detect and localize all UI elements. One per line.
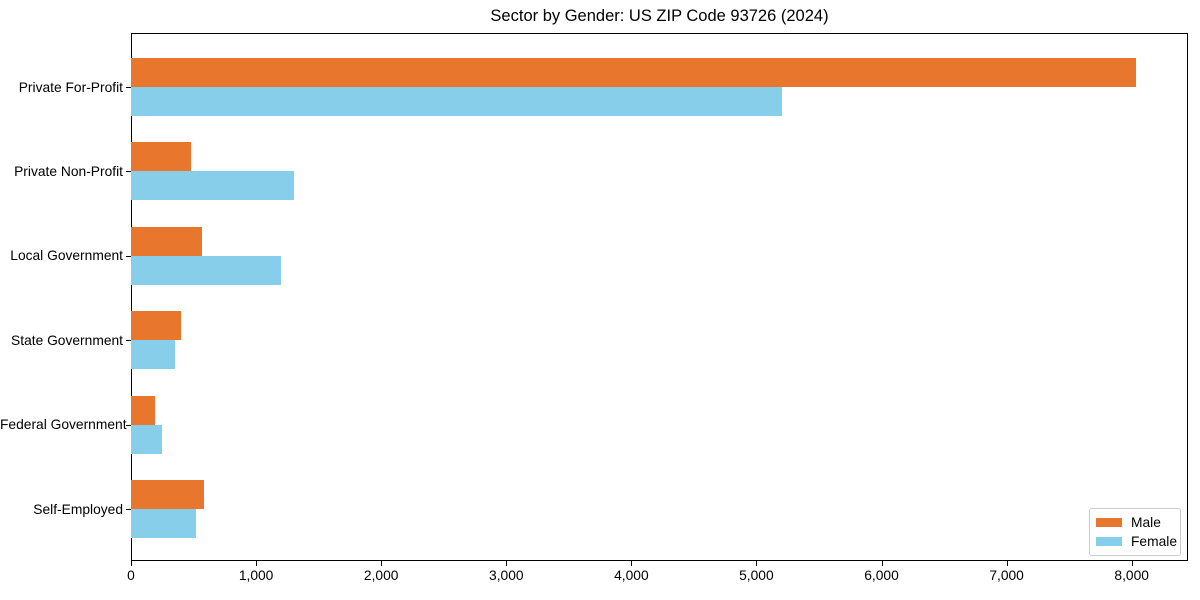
bar-female-private-for-profit	[131, 87, 782, 116]
x-tick-label: 8,000	[1114, 568, 1149, 583]
y-tick-mark	[126, 255, 131, 257]
bar-male-self-employed	[131, 480, 204, 509]
x-tick-label: 1,000	[238, 568, 274, 583]
y-tick-mark	[126, 171, 131, 173]
legend-swatch-female	[1096, 537, 1122, 546]
bar-male-local-government	[131, 226, 203, 256]
bar-female-self-employed	[131, 509, 196, 538]
bar-female-local-government	[131, 255, 282, 285]
y-axis-label-federal-government: Federal Government	[0, 417, 127, 433]
bar-female-private-non-profit	[131, 171, 294, 201]
legend-row-male: Male	[1096, 513, 1173, 532]
bar-female-state-government	[131, 340, 175, 370]
x-tick-label: 3,000	[489, 568, 524, 583]
bar-male-private-non-profit	[131, 142, 191, 172]
x-tick-mark	[131, 561, 132, 566]
bar-male-state-government	[131, 311, 181, 341]
x-tick-mark	[631, 561, 633, 566]
y-axis-labels: Private For-Profit Private Non-Profit Loca…	[0, 33, 127, 561]
chart-title: Sector by Gender: US ZIP Code 93726 (202…	[490, 7, 829, 25]
legend: Male Female	[1089, 508, 1181, 556]
x-tick-label: 0	[127, 568, 135, 583]
x-tick-mark	[1131, 561, 1133, 566]
legend-swatch-male	[1096, 518, 1122, 527]
legend-label-female: Female	[1131, 534, 1178, 549]
bar-female-federal-government	[131, 424, 163, 454]
bar-male-private-for-profit	[131, 58, 1136, 87]
x-tick-mark	[881, 561, 883, 566]
x-tick-label: 2,000	[363, 568, 399, 583]
plot-area	[131, 33, 1188, 561]
y-axis-label-local-government: Local Government	[10, 248, 123, 264]
x-tick-label: 6,000	[864, 568, 899, 583]
y-axis-label-self-employed: Self-Employed	[33, 501, 123, 517]
x-tick-mark	[381, 561, 383, 566]
x-tick-label: 4,000	[614, 568, 649, 583]
x-tick-label: 7,000	[989, 568, 1024, 583]
x-tick-mark	[506, 561, 508, 566]
y-tick-mark	[126, 509, 131, 510]
bar-male-federal-government	[131, 395, 155, 425]
y-tick-mark	[126, 424, 131, 426]
y-tick-mark	[126, 340, 131, 342]
y-axis-label-private-for-profit: Private For-Profit	[18, 79, 123, 95]
y-axis-label-private-non-profit: Private Non-Profit	[14, 163, 123, 179]
x-tick-mark	[1006, 561, 1008, 566]
bars-layer	[131, 33, 1188, 561]
x-tick-label: 5,000	[739, 568, 774, 583]
legend-items: Male Female	[1096, 513, 1177, 551]
x-tick-mark	[256, 561, 258, 566]
y-tick-mark	[126, 87, 131, 88]
legend-label-male: Male	[1131, 515, 1161, 530]
y-axis-label-state-government: State Government	[11, 332, 123, 348]
x-tick-mark	[756, 561, 758, 566]
legend-row-female: Female	[1096, 532, 1177, 551]
